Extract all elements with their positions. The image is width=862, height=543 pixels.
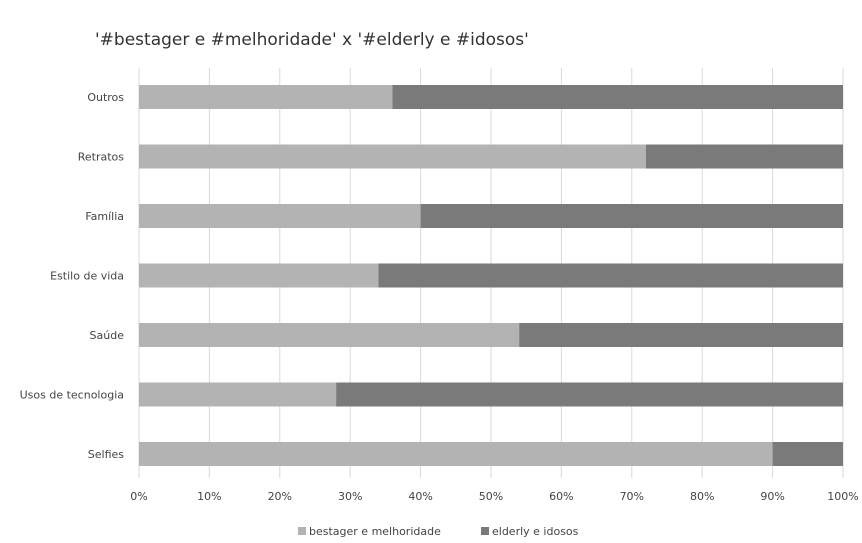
x-tick-label: 80% [690, 490, 714, 503]
bar-segment-bestager [139, 85, 393, 109]
category-label: Família [85, 210, 124, 223]
bar-segment-bestager [139, 442, 773, 466]
x-tick-label: 100% [827, 490, 858, 503]
bar-segment-elderly [772, 442, 843, 466]
bar-segment-bestager [139, 204, 421, 228]
x-tick-label: 20% [268, 490, 292, 503]
bar-segment-elderly [645, 144, 843, 169]
bar-segment-elderly [519, 323, 843, 347]
x-tick-label: 50% [479, 490, 503, 503]
x-tick-label: 70% [620, 490, 644, 503]
chart-title: '#bestager e #melhoridade' x '#elderly e… [95, 30, 529, 50]
bar-segment-bestager [139, 144, 646, 169]
category-label: Retratos [78, 151, 125, 164]
legend: bestager e melhoridade elderly e idosos [298, 525, 579, 538]
bar-segment-elderly [378, 263, 843, 288]
category-label: Usos de tecnologia [20, 389, 124, 402]
x-tick-label: 40% [408, 490, 432, 503]
legend-label: bestager e melhoridade [309, 525, 441, 538]
bar-segment-elderly [392, 85, 843, 109]
x-axis-ticks: 0% 10% 20% 30% 40% 50% 60% 70% 80% 90% 100% [130, 490, 858, 503]
legend-label: elderly e idosos [492, 525, 579, 538]
x-tick-label: 90% [760, 490, 784, 503]
x-tick-label: 30% [338, 490, 362, 503]
x-tick-label: 0% [130, 490, 147, 503]
category-label: Selfies [88, 448, 125, 461]
category-labels: Outros Retratos Família Estilo de vida Saúde… [20, 91, 125, 461]
x-tick-label: 60% [549, 490, 573, 503]
category-label: Saúde [90, 329, 125, 342]
category-label: Estilo de vida [50, 270, 124, 283]
legend-swatch [298, 527, 306, 535]
bar-segment-bestager [139, 263, 379, 288]
bars [139, 85, 843, 466]
x-tick-label: 10% [197, 490, 221, 503]
legend-swatch [481, 527, 489, 535]
category-label: Outros [87, 91, 124, 104]
bar-segment-bestager [139, 382, 337, 407]
bar-segment-elderly [420, 204, 843, 228]
bar-segment-bestager [139, 323, 520, 347]
bar-segment-elderly [336, 382, 843, 407]
